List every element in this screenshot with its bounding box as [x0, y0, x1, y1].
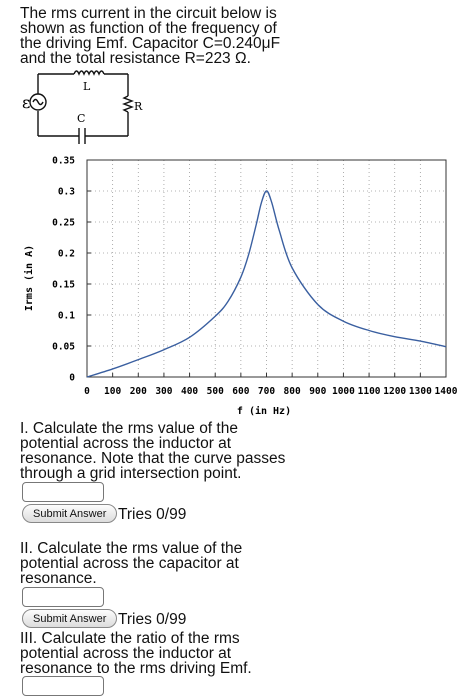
emf-label: ε: [22, 93, 30, 112]
y-tick-label: 0.35: [52, 156, 75, 167]
x-axis-label: f (in Hz): [237, 405, 291, 417]
answer-input-3[interactable]: [22, 676, 104, 696]
circuit-diagram: ε L C R: [22, 70, 143, 144]
x-tick-label: 700: [258, 386, 275, 397]
tries-counter-1: Tries 0/99: [118, 506, 187, 523]
question-1-text: I. Calculate the rms value of the potent…: [20, 420, 286, 482]
submit-answer-button-2[interactable]: Submit Answer: [22, 609, 118, 628]
x-tick-label: 1400: [435, 386, 458, 397]
x-tick-label: 600: [232, 386, 249, 397]
x-tick-label: 400: [181, 386, 198, 397]
y-axis-label: Irms (in A): [23, 245, 35, 311]
x-tick-label: 900: [309, 386, 326, 397]
capacitor-label: C: [77, 112, 85, 125]
resistor-label: R: [134, 100, 143, 113]
y-tick-label: 0.3: [58, 187, 75, 198]
question-3-text: III. Calculate the ratio of the rms pote…: [20, 630, 252, 677]
resistor-zigzag: [122, 95, 134, 113]
question-2-text: II. Calculate the rms value of the poten…: [20, 540, 243, 587]
inductor-coil: [73, 70, 105, 76]
tries-counter-2: Tries 0/99: [118, 611, 187, 628]
x-tick-label: 1300: [409, 386, 432, 397]
chart-axes: [86, 159, 447, 378]
current-vs-frequency-chart: 0 100 200 300 400 500 600 700 800 900 1000 1100 1200…: [23, 156, 458, 418]
y-tick-label: 0.1: [58, 311, 75, 322]
irms-series-line: [86, 190, 447, 378]
chart-tick-labels: 0 100 200 300 400 500 600 700 800 900 1000 1100 1200…: [52, 156, 458, 398]
x-tick-label: 0: [84, 386, 90, 397]
x-tick-label: 300: [155, 386, 172, 397]
chart-series: [86, 190, 447, 378]
answer-input-2[interactable]: [22, 587, 104, 607]
y-tick-label: 0.15: [52, 280, 75, 291]
x-tick-label: 100: [104, 386, 121, 397]
x-tick-label: 500: [207, 386, 224, 397]
y-tick-label: 0.2: [58, 249, 75, 260]
y-tick-label: 0.25: [52, 218, 75, 229]
inductor-label: L: [83, 80, 91, 93]
x-tick-label: 1100: [358, 386, 381, 397]
problem-intro: The rms current in the circuit below is …: [20, 5, 281, 67]
x-tick-label: 1200: [383, 386, 406, 397]
y-tick-label: 0: [69, 373, 75, 384]
submit-answer-button-1[interactable]: Submit Answer: [22, 504, 118, 523]
x-tick-label: 1000: [332, 386, 355, 397]
x-tick-label: 800: [284, 386, 301, 397]
answer-input-1[interactable]: [22, 482, 104, 502]
chart-grid: [87, 159, 447, 377]
x-tick-label: 200: [130, 386, 147, 397]
y-tick-label: 0.05: [52, 342, 75, 353]
